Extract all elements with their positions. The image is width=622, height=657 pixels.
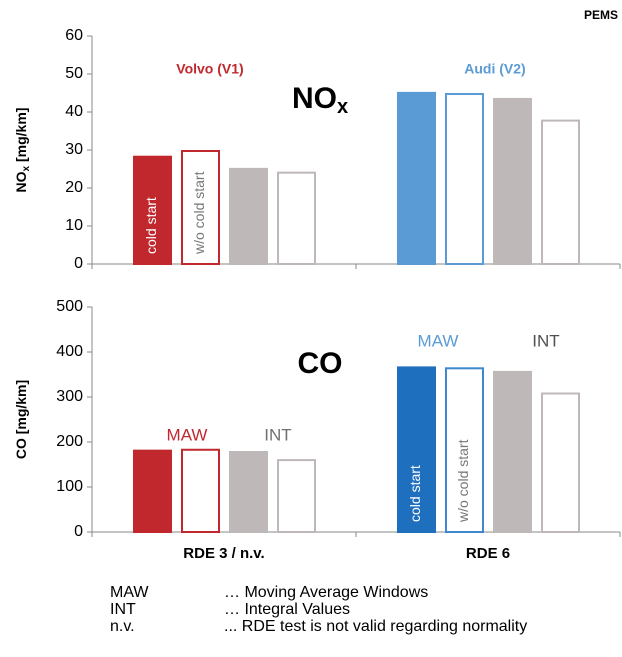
y-tick-label: 300 [56, 388, 83, 405]
bar [229, 167, 268, 265]
x-tick-label: RDE 3 / n.v. [183, 545, 264, 562]
note-row: n.v. ... RDE test is not valid regarding … [110, 618, 527, 635]
notes: MAW … Moving Average Windows INT … Integra… [110, 584, 527, 635]
bar [133, 155, 172, 265]
y-tick-label: 40 [65, 103, 83, 120]
header: PEMS [584, 8, 618, 22]
bar [229, 451, 268, 533]
bar [445, 367, 484, 533]
note-text: … Moving Average Windows [224, 584, 429, 601]
bar-label: cold start [407, 465, 423, 522]
y-tick-label: 100 [56, 478, 83, 495]
annotation: MAW [167, 425, 208, 444]
y-tick-label: 400 [56, 343, 83, 360]
y-axis-title-part: CO [mg/km] [13, 380, 29, 459]
bar [181, 448, 220, 533]
annotation: INT [532, 331, 559, 350]
y-tick-label: 500 [56, 298, 83, 315]
note-row: MAW … Moving Average Windows [110, 584, 527, 601]
note-abbr: MAW [110, 584, 149, 601]
bar [445, 93, 484, 265]
y-axis-title-part: [mg/km] [13, 108, 29, 166]
bar-label: w/o cold start [191, 171, 207, 255]
chart-title-main: NO [292, 82, 337, 115]
bar [397, 91, 436, 265]
y-tick-label: 0 [74, 523, 83, 540]
bar [493, 97, 532, 265]
annotation: Audi (V2) [464, 61, 525, 77]
y-axis-title: CO [mg/km] [13, 380, 29, 459]
chart-title-sub: x [337, 96, 348, 118]
y-tick-label: 50 [65, 65, 83, 82]
note-text: … Integral Values [224, 601, 350, 618]
bar-label: w/o cold start [455, 439, 471, 523]
chart-title: NOx [292, 82, 348, 118]
y-axis-title-sub: x [21, 165, 32, 171]
chart-title-main: CO [298, 347, 343, 380]
bar [277, 459, 316, 534]
bar [493, 370, 532, 533]
y-axis-title-part: NO [13, 171, 29, 192]
annotation: MAW [418, 331, 459, 350]
y-tick-label: 0 [74, 255, 83, 272]
bar [397, 366, 436, 533]
note-abbr: INT [110, 601, 136, 618]
bar [277, 171, 316, 265]
note-abbr: n.v. [110, 618, 135, 635]
y-tick-label: 20 [65, 179, 83, 196]
y-tick-label: 60 [65, 27, 83, 44]
bar-label: cold start [143, 197, 159, 254]
bar [133, 449, 172, 533]
bar [541, 119, 580, 265]
y-tick-label: 10 [65, 217, 83, 234]
annotation: Volvo (V1) [176, 61, 243, 77]
note-text: ... RDE test is not valid regarding norm… [224, 618, 528, 635]
annotation: INT [264, 425, 291, 444]
chart-title: CO [298, 347, 343, 380]
note-row: INT … Integral Values [110, 601, 527, 618]
y-tick-label: 30 [65, 141, 83, 158]
bar [541, 392, 580, 533]
x-tick-label: RDE 6 [466, 545, 510, 562]
y-axis-title: NOx [mg/km] [13, 108, 32, 193]
y-tick-label: 200 [56, 433, 83, 450]
bar [181, 150, 220, 265]
